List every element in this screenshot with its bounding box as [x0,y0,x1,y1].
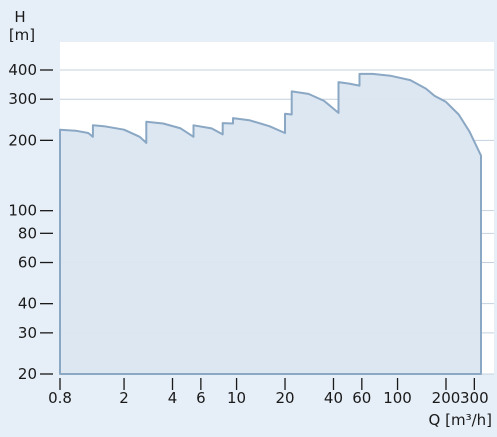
y-tick-label-80: 80 [18,224,37,242]
y-tick-label-40: 40 [18,295,37,313]
x-tick-label-300: 300 [460,389,489,407]
x-tick-label-4: 4 [168,389,178,407]
x-tick-label-0.8: 0.8 [48,389,72,407]
x-tick-label-60: 60 [352,389,371,407]
y-tick-label-60: 60 [18,254,37,272]
x-axis-ticks: 0.8 2 4 6 10 20 40 60 100 200 300 [48,378,489,407]
y-axis-symbol: H [14,8,25,26]
y-tick-label-30: 30 [18,324,37,342]
x-tick-label-10: 10 [227,389,246,407]
x-tick-label-6: 6 [196,389,206,407]
x-axis-label: Q [m³/h] [429,411,492,429]
x-tick-label-200: 200 [432,389,461,407]
x-tick-label-20: 20 [275,389,294,407]
x-tick-label-100: 100 [383,389,412,407]
performance-envelope-area [59,72,482,375]
x-tick-label-2: 2 [119,389,129,407]
y-tick-label-100: 100 [8,202,37,220]
y-tick-label-400: 400 [8,61,37,79]
y-axis-unit: [m] [9,26,35,44]
y-tick-label-300: 300 [8,90,37,108]
y-axis-ticks: 20 30 40 60 80 100 200 300 400 [8,61,53,383]
y-tick-label-20: 20 [18,365,37,383]
y-tick-label-200: 200 [8,131,37,149]
x-tick-label-40: 40 [324,389,343,407]
